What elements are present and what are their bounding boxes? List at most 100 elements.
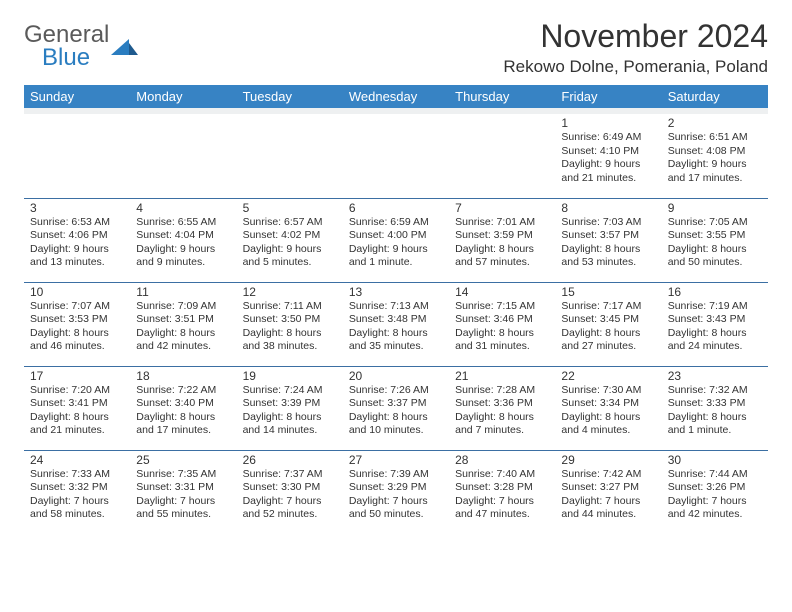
daylight-text: Daylight: 8 hours and 46 minutes. [30, 327, 124, 354]
day-number: 20 [349, 369, 443, 383]
sunrise-text: Sunrise: 7:39 AM [349, 468, 443, 482]
sunset-text: Sunset: 3:59 PM [455, 229, 549, 243]
daylight-text: Daylight: 8 hours and 53 minutes. [561, 243, 655, 270]
daylight-text: Daylight: 9 hours and 1 minute. [349, 243, 443, 270]
day-details: Sunrise: 7:33 AMSunset: 3:32 PMDaylight:… [30, 468, 124, 523]
sunset-text: Sunset: 3:39 PM [243, 397, 337, 411]
day-cell: 18Sunrise: 7:22 AMSunset: 3:40 PMDayligh… [130, 366, 236, 450]
day-number: 14 [455, 285, 549, 299]
daylight-text: Daylight: 9 hours and 13 minutes. [30, 243, 124, 270]
day-number: 19 [243, 369, 337, 383]
day-cell: 13Sunrise: 7:13 AMSunset: 3:48 PMDayligh… [343, 282, 449, 366]
week-row: 10Sunrise: 7:07 AMSunset: 3:53 PMDayligh… [24, 282, 768, 366]
sunrise-text: Sunrise: 7:17 AM [561, 300, 655, 314]
month-title: November 2024 [503, 18, 768, 55]
day-details: Sunrise: 7:26 AMSunset: 3:37 PMDaylight:… [349, 384, 443, 439]
sunset-text: Sunset: 4:10 PM [561, 145, 655, 159]
day-details: Sunrise: 7:22 AMSunset: 3:40 PMDaylight:… [136, 384, 230, 439]
day-number: 24 [30, 453, 124, 467]
day-cell: 27Sunrise: 7:39 AMSunset: 3:29 PMDayligh… [343, 450, 449, 534]
day-cell: 22Sunrise: 7:30 AMSunset: 3:34 PMDayligh… [555, 366, 661, 450]
daylight-text: Daylight: 8 hours and 50 minutes. [668, 243, 762, 270]
logo-text-bottom: Blue [24, 47, 109, 70]
sunrise-text: Sunrise: 7:15 AM [455, 300, 549, 314]
day-details: Sunrise: 7:20 AMSunset: 3:41 PMDaylight:… [30, 384, 124, 439]
day-number: 13 [349, 285, 443, 299]
week-row: 24Sunrise: 7:33 AMSunset: 3:32 PMDayligh… [24, 450, 768, 534]
day-number: 27 [349, 453, 443, 467]
day-details: Sunrise: 7:03 AMSunset: 3:57 PMDaylight:… [561, 216, 655, 271]
sunrise-text: Sunrise: 7:20 AM [30, 384, 124, 398]
title-block: November 2024 Rekowo Dolne, Pomerania, P… [503, 18, 768, 77]
daylight-text: Daylight: 8 hours and 21 minutes. [30, 411, 124, 438]
sunset-text: Sunset: 3:45 PM [561, 313, 655, 327]
sunset-text: Sunset: 4:02 PM [243, 229, 337, 243]
sunset-text: Sunset: 3:32 PM [30, 481, 124, 495]
sunrise-text: Sunrise: 7:37 AM [243, 468, 337, 482]
day-cell [237, 114, 343, 198]
day-details: Sunrise: 6:57 AMSunset: 4:02 PMDaylight:… [243, 216, 337, 271]
daylight-text: Daylight: 7 hours and 47 minutes. [455, 495, 549, 522]
day-cell: 20Sunrise: 7:26 AMSunset: 3:37 PMDayligh… [343, 366, 449, 450]
day-details: Sunrise: 7:42 AMSunset: 3:27 PMDaylight:… [561, 468, 655, 523]
daylight-text: Daylight: 7 hours and 52 minutes. [243, 495, 337, 522]
day-cell: 19Sunrise: 7:24 AMSunset: 3:39 PMDayligh… [237, 366, 343, 450]
sunrise-text: Sunrise: 7:35 AM [136, 468, 230, 482]
daylight-text: Daylight: 7 hours and 55 minutes. [136, 495, 230, 522]
daylight-text: Daylight: 7 hours and 58 minutes. [30, 495, 124, 522]
sunset-text: Sunset: 4:00 PM [349, 229, 443, 243]
sunset-text: Sunset: 4:04 PM [136, 229, 230, 243]
day-cell [24, 114, 130, 198]
day-cell: 10Sunrise: 7:07 AMSunset: 3:53 PMDayligh… [24, 282, 130, 366]
day-details: Sunrise: 7:01 AMSunset: 3:59 PMDaylight:… [455, 216, 549, 271]
day-cell: 25Sunrise: 7:35 AMSunset: 3:31 PMDayligh… [130, 450, 236, 534]
week-row: 3Sunrise: 6:53 AMSunset: 4:06 PMDaylight… [24, 198, 768, 282]
day-details: Sunrise: 6:49 AMSunset: 4:10 PMDaylight:… [561, 131, 655, 186]
day-cell: 15Sunrise: 7:17 AMSunset: 3:45 PMDayligh… [555, 282, 661, 366]
day-number: 21 [455, 369, 549, 383]
day-details: Sunrise: 7:24 AMSunset: 3:39 PMDaylight:… [243, 384, 337, 439]
sunset-text: Sunset: 3:46 PM [455, 313, 549, 327]
daylight-text: Daylight: 8 hours and 31 minutes. [455, 327, 549, 354]
day-details: Sunrise: 7:05 AMSunset: 3:55 PMDaylight:… [668, 216, 762, 271]
day-number: 1 [561, 116, 655, 130]
daylight-text: Daylight: 8 hours and 35 minutes. [349, 327, 443, 354]
sunset-text: Sunset: 3:50 PM [243, 313, 337, 327]
day-number: 30 [668, 453, 762, 467]
day-details: Sunrise: 7:39 AMSunset: 3:29 PMDaylight:… [349, 468, 443, 523]
day-cell: 28Sunrise: 7:40 AMSunset: 3:28 PMDayligh… [449, 450, 555, 534]
day-cell: 24Sunrise: 7:33 AMSunset: 3:32 PMDayligh… [24, 450, 130, 534]
day-cell: 8Sunrise: 7:03 AMSunset: 3:57 PMDaylight… [555, 198, 661, 282]
sunrise-text: Sunrise: 6:59 AM [349, 216, 443, 230]
day-number: 7 [455, 201, 549, 215]
day-number: 2 [668, 116, 762, 130]
sunrise-text: Sunrise: 7:28 AM [455, 384, 549, 398]
sunset-text: Sunset: 3:48 PM [349, 313, 443, 327]
day-number: 6 [349, 201, 443, 215]
day-cell [449, 114, 555, 198]
sunset-text: Sunset: 3:57 PM [561, 229, 655, 243]
daylight-text: Daylight: 8 hours and 4 minutes. [561, 411, 655, 438]
day-number: 22 [561, 369, 655, 383]
logo: General Blue [24, 18, 139, 70]
sunset-text: Sunset: 3:31 PM [136, 481, 230, 495]
day-cell: 26Sunrise: 7:37 AMSunset: 3:30 PMDayligh… [237, 450, 343, 534]
day-cell: 2Sunrise: 6:51 AMSunset: 4:08 PMDaylight… [662, 114, 768, 198]
sunset-text: Sunset: 4:06 PM [30, 229, 124, 243]
day-details: Sunrise: 7:11 AMSunset: 3:50 PMDaylight:… [243, 300, 337, 355]
day-details: Sunrise: 7:30 AMSunset: 3:34 PMDaylight:… [561, 384, 655, 439]
sunrise-text: Sunrise: 7:03 AM [561, 216, 655, 230]
day-number: 16 [668, 285, 762, 299]
day-cell: 9Sunrise: 7:05 AMSunset: 3:55 PMDaylight… [662, 198, 768, 282]
day-number: 28 [455, 453, 549, 467]
calendar-body: 1Sunrise: 6:49 AMSunset: 4:10 PMDaylight… [24, 114, 768, 534]
day-cell: 3Sunrise: 6:53 AMSunset: 4:06 PMDaylight… [24, 198, 130, 282]
daylight-text: Daylight: 7 hours and 50 minutes. [349, 495, 443, 522]
daylight-text: Daylight: 9 hours and 9 minutes. [136, 243, 230, 270]
day-cell: 12Sunrise: 7:11 AMSunset: 3:50 PMDayligh… [237, 282, 343, 366]
day-cell: 30Sunrise: 7:44 AMSunset: 3:26 PMDayligh… [662, 450, 768, 534]
week-row: 17Sunrise: 7:20 AMSunset: 3:41 PMDayligh… [24, 366, 768, 450]
day-details: Sunrise: 7:17 AMSunset: 3:45 PMDaylight:… [561, 300, 655, 355]
sunset-text: Sunset: 3:41 PM [30, 397, 124, 411]
day-details: Sunrise: 7:28 AMSunset: 3:36 PMDaylight:… [455, 384, 549, 439]
